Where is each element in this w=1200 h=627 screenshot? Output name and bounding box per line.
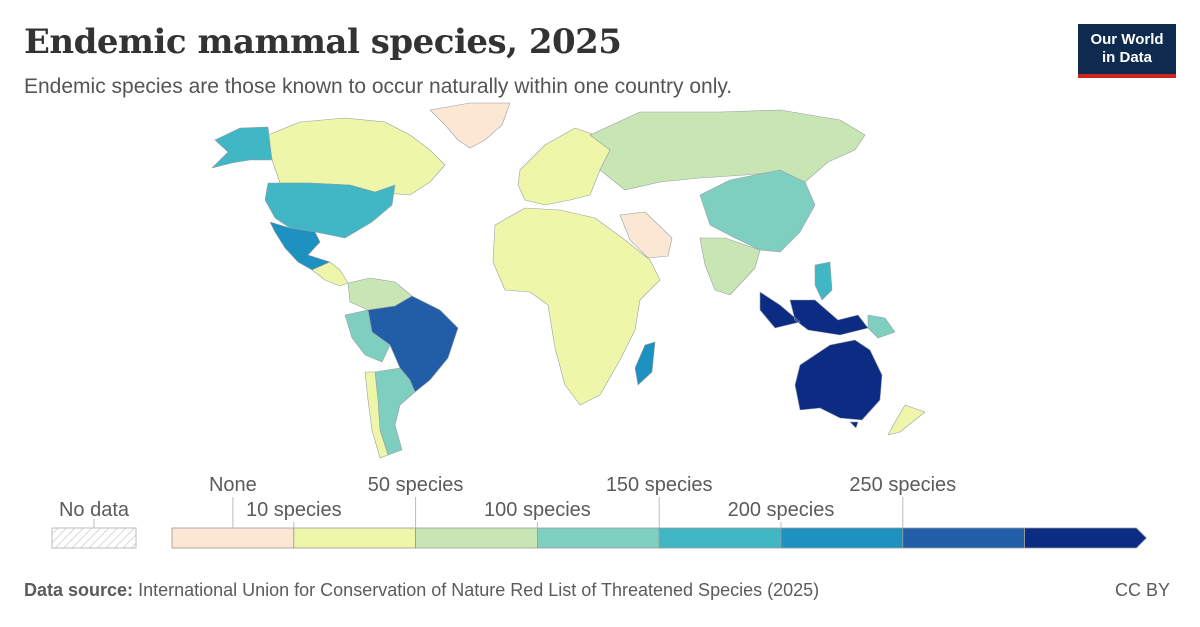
region-chile[interactable]: [364, 371, 389, 459]
legend-no-data-swatch: [51, 527, 137, 549]
legend-label-2: 50 species: [368, 474, 464, 496]
legend-bin-2[interactable]: [415, 527, 538, 549]
region-europe[interactable]: [517, 127, 611, 206]
legend-label-5: 200 species: [728, 499, 835, 521]
source-label: Data source:: [24, 580, 134, 600]
region-africa[interactable]: [492, 207, 661, 406]
region-madagascar[interactable]: [634, 341, 656, 386]
region-alaska-united-states[interactable]: [211, 126, 273, 169]
legend-bin-1[interactable]: [293, 527, 416, 549]
license-label[interactable]: CC BY: [1114, 580, 1170, 600]
logo-line-2: in Data: [1101, 49, 1152, 66]
region-papua-new-guinea[interactable]: [867, 314, 896, 339]
legend-bin-0[interactable]: [171, 527, 295, 549]
legend-bin-6[interactable]: [902, 527, 1025, 549]
legend-label-4: 150 species: [606, 474, 713, 496]
logo-line-1: Our World: [1090, 31, 1164, 48]
region-indonesia[interactable]: [759, 291, 869, 336]
region-philippines[interactable]: [814, 261, 833, 301]
legend-bin-4[interactable]: [658, 527, 782, 549]
region-india[interactable]: [699, 237, 761, 296]
chart-title: Endemic mammal species, 2025: [24, 22, 622, 62]
region-new-zealand[interactable]: [887, 404, 926, 436]
region-peru[interactable]: [344, 309, 391, 363]
source-text: International Union for Conservation of …: [138, 580, 820, 600]
legend-label-3: 100 species: [484, 499, 591, 521]
legend-label-6: 250 species: [849, 474, 956, 496]
source-note: Data source: International Union for Con…: [24, 580, 819, 601]
legend-bin-3[interactable]: [537, 527, 660, 549]
legend-bin-7[interactable]: [1024, 527, 1147, 549]
region-arabian-peninsula[interactable]: [619, 211, 673, 259]
legend-label-0: None: [209, 474, 257, 496]
legend-label-1: 10 species: [246, 499, 342, 521]
region-united-states[interactable]: [264, 182, 396, 239]
region-china[interactable]: [699, 169, 816, 253]
chart-subtitle: Endemic species are those known to occur…: [24, 75, 733, 98]
legend-bin-5[interactable]: [780, 527, 904, 549]
region-greenland[interactable]: [429, 102, 511, 149]
region-russia[interactable]: [589, 109, 866, 191]
owid-logo[interactable]: Our World in Data: [1078, 24, 1176, 78]
region-australia[interactable]: [794, 339, 883, 429]
legend-no-data-label: No data: [59, 499, 130, 521]
